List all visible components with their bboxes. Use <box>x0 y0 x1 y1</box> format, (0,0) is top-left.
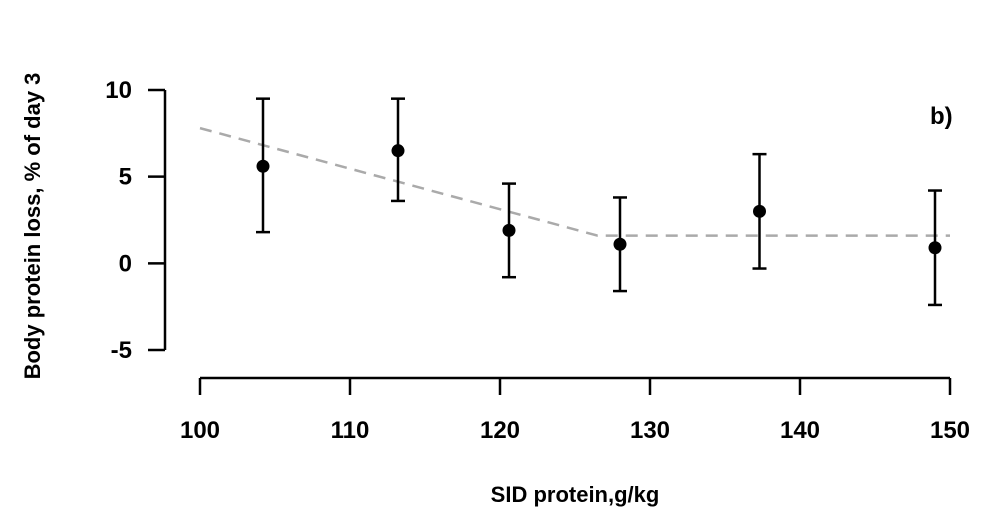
y-tick-label: -5 <box>111 337 132 364</box>
data-point-group <box>752 152 767 270</box>
x-tick-label: 150 <box>930 417 970 444</box>
x-axis-title: SID protein,g/kg <box>491 482 660 507</box>
data-point-group <box>928 189 942 307</box>
panel-label: b) <box>930 103 953 130</box>
data-point <box>502 223 516 237</box>
y-tick-label: 0 <box>119 250 132 277</box>
y-axis-title: Body protein loss, % of day 3 <box>20 73 45 380</box>
data-point <box>928 241 942 255</box>
x-tick-label: 120 <box>480 417 520 444</box>
data-point-group <box>502 182 516 279</box>
x-ticks: 100 110 120 130 140 150 <box>180 378 970 444</box>
data-point <box>753 204 766 218</box>
data-point <box>256 159 270 173</box>
y-tick-label: 10 <box>105 77 132 104</box>
data-point-group <box>256 97 270 234</box>
x-tick-label: 110 <box>331 417 370 444</box>
y-tick-label: 5 <box>119 164 132 191</box>
x-tick-label: 140 <box>780 417 820 444</box>
data-point <box>613 237 627 251</box>
x-tick-label: 130 <box>630 417 670 444</box>
x-tick-label: 100 <box>180 417 220 444</box>
data-point-group <box>613 196 627 293</box>
fit-line <box>199 126 950 237</box>
data-point <box>391 144 405 158</box>
y-ticks: -5 0 5 10 <box>105 77 165 364</box>
data-points <box>256 97 942 307</box>
data-point-group <box>391 97 405 203</box>
